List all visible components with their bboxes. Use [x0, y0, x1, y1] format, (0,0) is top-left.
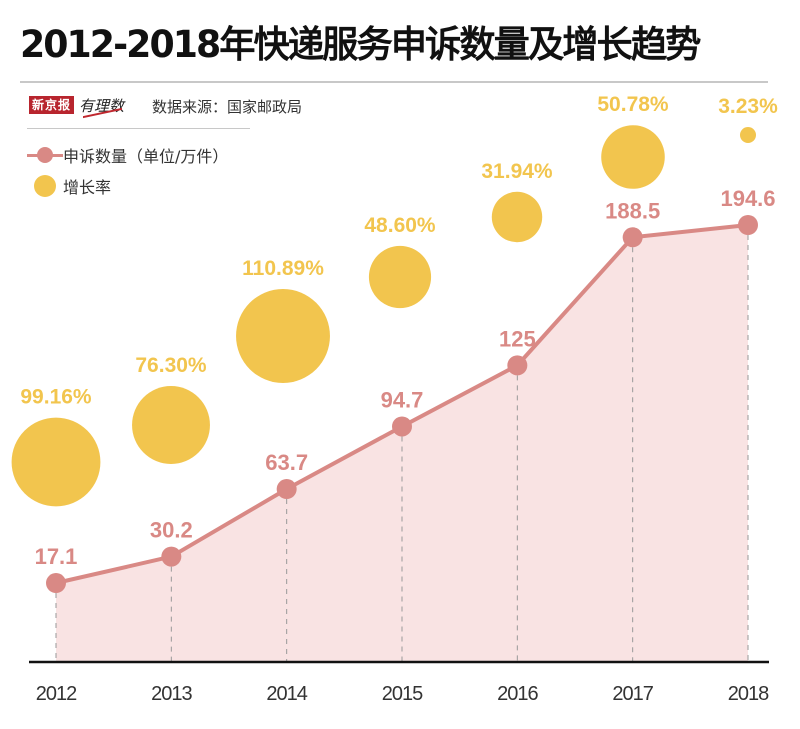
- count-label: 94.7: [381, 387, 424, 412]
- rate-bubble: [11, 417, 101, 507]
- line-marker-icon: [27, 146, 63, 164]
- data-source: 数据来源：国家邮政局: [152, 98, 303, 116]
- rate-bubble: [236, 289, 330, 383]
- rate-bubble: [601, 125, 665, 189]
- rate-label: 99.16%: [20, 386, 92, 409]
- count-label: 17.1: [35, 544, 78, 569]
- x-tick-label: 2014: [266, 683, 307, 705]
- chart-title: 2012-2018年快递服务申诉数量及增长趋势: [20, 23, 701, 66]
- legend-label-rate: 增长率: [63, 178, 112, 197]
- rate-bubble: [368, 245, 432, 309]
- legend-label-count: 申诉数量（单位/万件）: [63, 147, 229, 166]
- count-point: [46, 573, 66, 594]
- x-tick-label: 2012: [36, 683, 77, 705]
- count-area: [56, 224, 748, 662]
- count-point: [507, 355, 528, 376]
- count-label: 30.2: [150, 518, 193, 543]
- count-label: 63.7: [265, 450, 308, 475]
- count-point: [161, 546, 182, 567]
- count-point: [276, 479, 297, 500]
- x-tick-label: 2017: [612, 683, 653, 705]
- count-point: [392, 416, 412, 437]
- rate-bubble: [739, 126, 757, 144]
- bubble-icon: [34, 175, 56, 197]
- x-tick-label: 2016: [497, 683, 538, 705]
- rate-label: 50.78%: [597, 93, 669, 116]
- legend-item-rate: 增长率: [27, 174, 111, 198]
- x-tick-label: 2013: [151, 683, 192, 705]
- legend-item-count: 申诉数量（单位/万件）: [27, 143, 228, 167]
- count-label: 125: [499, 326, 536, 351]
- count-point: [738, 214, 758, 235]
- rate-label: 76.30%: [135, 354, 207, 377]
- rate-label: 48.60%: [364, 214, 436, 237]
- brand-name: 新京报: [29, 96, 75, 114]
- count-label: 194.6: [720, 186, 775, 211]
- x-tick-label: 2018: [728, 683, 769, 705]
- rate-bubble: [491, 191, 543, 243]
- count-label: 188.5: [605, 198, 660, 223]
- x-tick-label: 2015: [382, 683, 423, 705]
- brand-sub: 有理数: [79, 96, 125, 115]
- rate-label: 31.94%: [481, 160, 553, 183]
- title-divider: [20, 81, 768, 83]
- brand-logo: 新京报 有理数: [29, 96, 125, 115]
- count-point: [622, 227, 643, 248]
- rate-bubble: [132, 386, 210, 464]
- rate-label: 110.89%: [242, 257, 324, 280]
- legend-divider: [27, 128, 250, 129]
- rate-label: 3.23%: [718, 95, 778, 118]
